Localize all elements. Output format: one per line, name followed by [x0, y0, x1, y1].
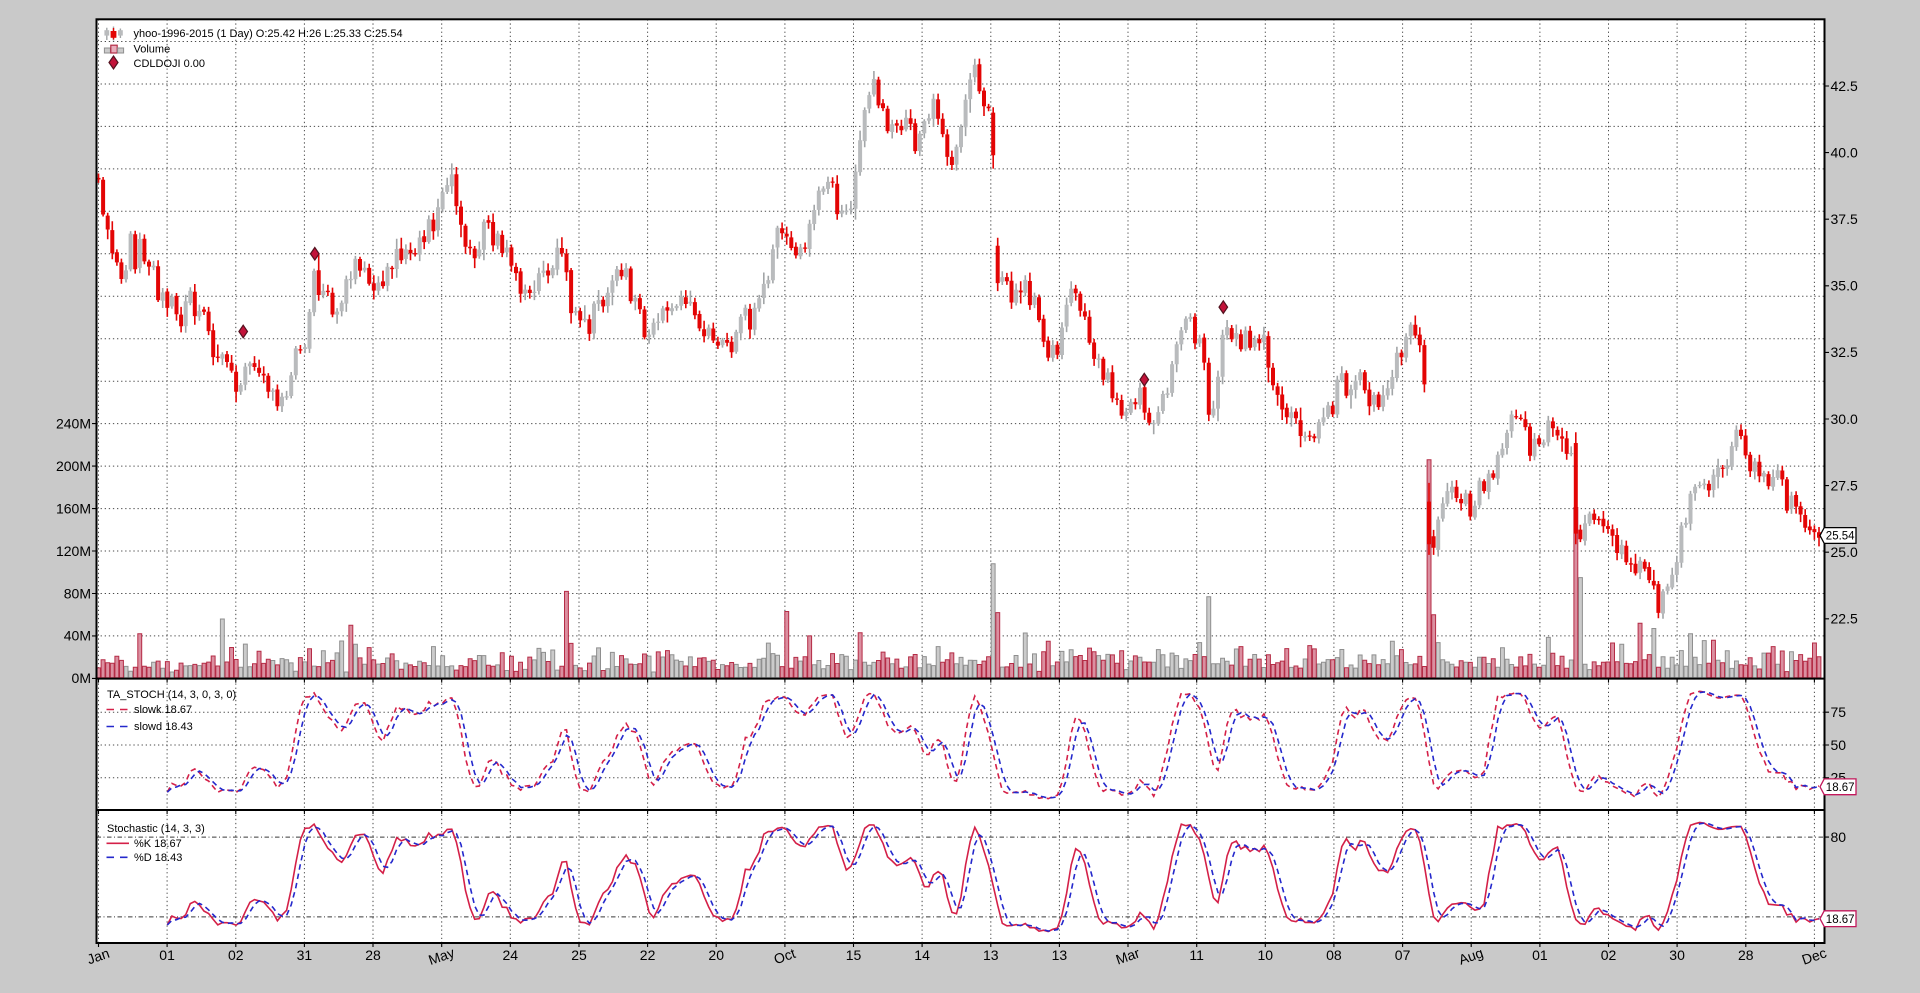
svg-text:Jan: Jan	[85, 945, 112, 967]
svg-text:37.5: 37.5	[1831, 211, 1858, 227]
svg-text:08: 08	[1326, 947, 1342, 963]
svg-text:200M: 200M	[56, 458, 91, 474]
svg-text:30: 30	[1669, 947, 1685, 963]
svg-text:40.0: 40.0	[1831, 144, 1858, 160]
svg-text:24: 24	[503, 947, 519, 963]
svg-text:01: 01	[159, 947, 175, 963]
svg-text:80M: 80M	[64, 585, 91, 601]
svg-text:07: 07	[1395, 947, 1411, 963]
svg-text:18.67: 18.67	[1826, 914, 1855, 926]
svg-text:40M: 40M	[64, 628, 91, 644]
svg-text:Volume: Volume	[134, 44, 171, 56]
svg-text:28: 28	[365, 947, 381, 963]
svg-text:Mar: Mar	[1114, 944, 1142, 967]
svg-text:CDLDOJI 0.00: CDLDOJI 0.00	[134, 58, 206, 70]
svg-text:15: 15	[846, 947, 862, 963]
svg-text:0M: 0M	[72, 670, 91, 686]
svg-text:Aug: Aug	[1456, 944, 1485, 967]
svg-text:11: 11	[1189, 947, 1204, 963]
svg-text:13: 13	[983, 947, 999, 963]
svg-text:42.5: 42.5	[1831, 78, 1858, 94]
svg-text:120M: 120M	[56, 543, 91, 559]
svg-text:20: 20	[708, 947, 724, 963]
svg-text:160M: 160M	[56, 500, 91, 516]
svg-text:30.0: 30.0	[1831, 411, 1858, 427]
svg-text:Stochastic (14, 3, 3): Stochastic (14, 3, 3)	[107, 823, 205, 835]
svg-text:25: 25	[571, 947, 587, 963]
svg-text:28: 28	[1738, 947, 1754, 963]
svg-text:14: 14	[914, 947, 930, 963]
svg-text:22: 22	[640, 947, 656, 963]
svg-text:13: 13	[1052, 947, 1068, 963]
svg-text:32.5: 32.5	[1831, 344, 1858, 360]
svg-text:27.5: 27.5	[1831, 477, 1858, 493]
svg-text:%K 18.67: %K 18.67	[134, 838, 182, 850]
svg-text:slowk 18.67: slowk 18.67	[134, 704, 192, 716]
svg-text:35.0: 35.0	[1831, 278, 1858, 294]
svg-text:%D 18.43: %D 18.43	[134, 852, 182, 864]
svg-text:22.5: 22.5	[1831, 611, 1858, 627]
svg-text:75: 75	[1831, 704, 1847, 720]
svg-text:yhoo-1996-2015 (1 Day) O:25.42: yhoo-1996-2015 (1 Day) O:25.42 H:26 L:25…	[134, 28, 403, 40]
svg-text:25.0: 25.0	[1831, 544, 1858, 560]
svg-text:02: 02	[1601, 947, 1617, 963]
svg-text:TA_STOCH (14, 3, 0, 3, 0): TA_STOCH (14, 3, 0, 3, 0)	[107, 689, 236, 701]
svg-text:18.67: 18.67	[1826, 782, 1855, 794]
svg-text:Oct: Oct	[772, 945, 798, 967]
svg-text:240M: 240M	[56, 415, 91, 431]
svg-text:50: 50	[1831, 737, 1847, 753]
svg-text:31: 31	[297, 947, 313, 963]
svg-text:02: 02	[228, 947, 244, 963]
svg-text:10: 10	[1258, 947, 1274, 963]
svg-text:25.54: 25.54	[1826, 531, 1855, 543]
svg-text:01: 01	[1532, 947, 1548, 963]
svg-text:80: 80	[1831, 829, 1847, 845]
svg-text:Dec: Dec	[1800, 944, 1829, 967]
svg-text:slowd 18.43: slowd 18.43	[134, 721, 193, 733]
